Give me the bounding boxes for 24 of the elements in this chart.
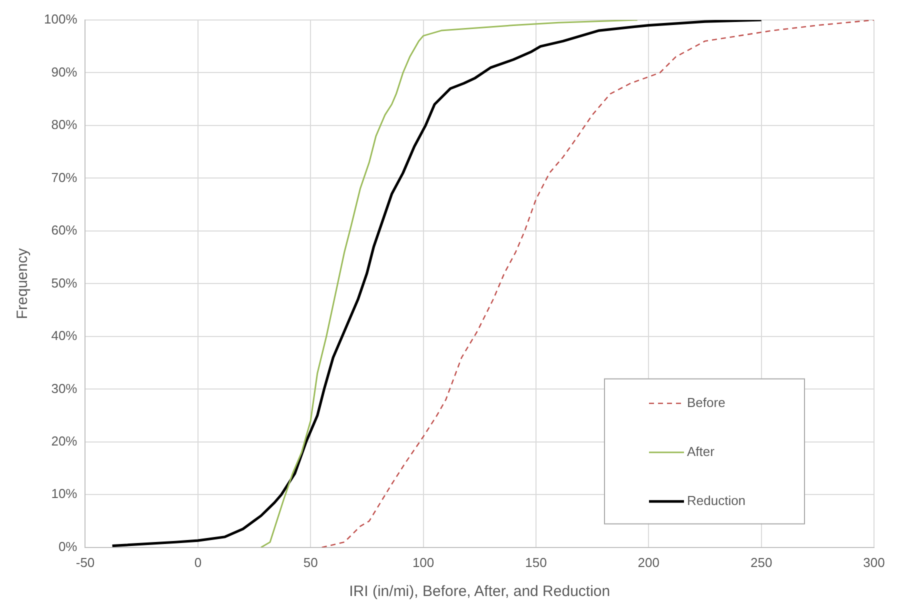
x-tick-label: 300: [863, 554, 885, 570]
y-tick-label: 50%: [51, 275, 78, 290]
x-tick-label: 200: [638, 554, 660, 570]
legend-label: Before: [687, 394, 726, 410]
y-tick-label: 90%: [51, 64, 78, 80]
x-tick-label: 150: [525, 554, 547, 570]
y-tick-label: 40%: [51, 328, 78, 344]
x-tick-label: 0: [194, 554, 202, 570]
y-tick-label: 30%: [51, 380, 78, 396]
y-tick-label: 100%: [44, 12, 78, 27]
y-tick-label: 0%: [58, 538, 78, 554]
y-tick-label: 60%: [51, 222, 78, 238]
legend-label: Reduction: [687, 492, 746, 508]
x-tick-label: 250: [750, 554, 772, 570]
y-axis-title: Frequency: [14, 248, 32, 320]
y-tick-label: 10%: [51, 486, 78, 502]
x-tick-label: -50: [76, 554, 95, 570]
x-tick-label: 50: [303, 554, 318, 570]
y-tick-label: 20%: [51, 434, 78, 448]
y-tick-label: 70%: [51, 170, 78, 185]
x-tick-label: 100: [412, 554, 434, 570]
y-tick-label: 80%: [51, 117, 78, 132]
x-axis-title: IRI (in/mi), Before, After, and Reduction: [349, 583, 610, 600]
legend-label: After: [687, 444, 716, 459]
